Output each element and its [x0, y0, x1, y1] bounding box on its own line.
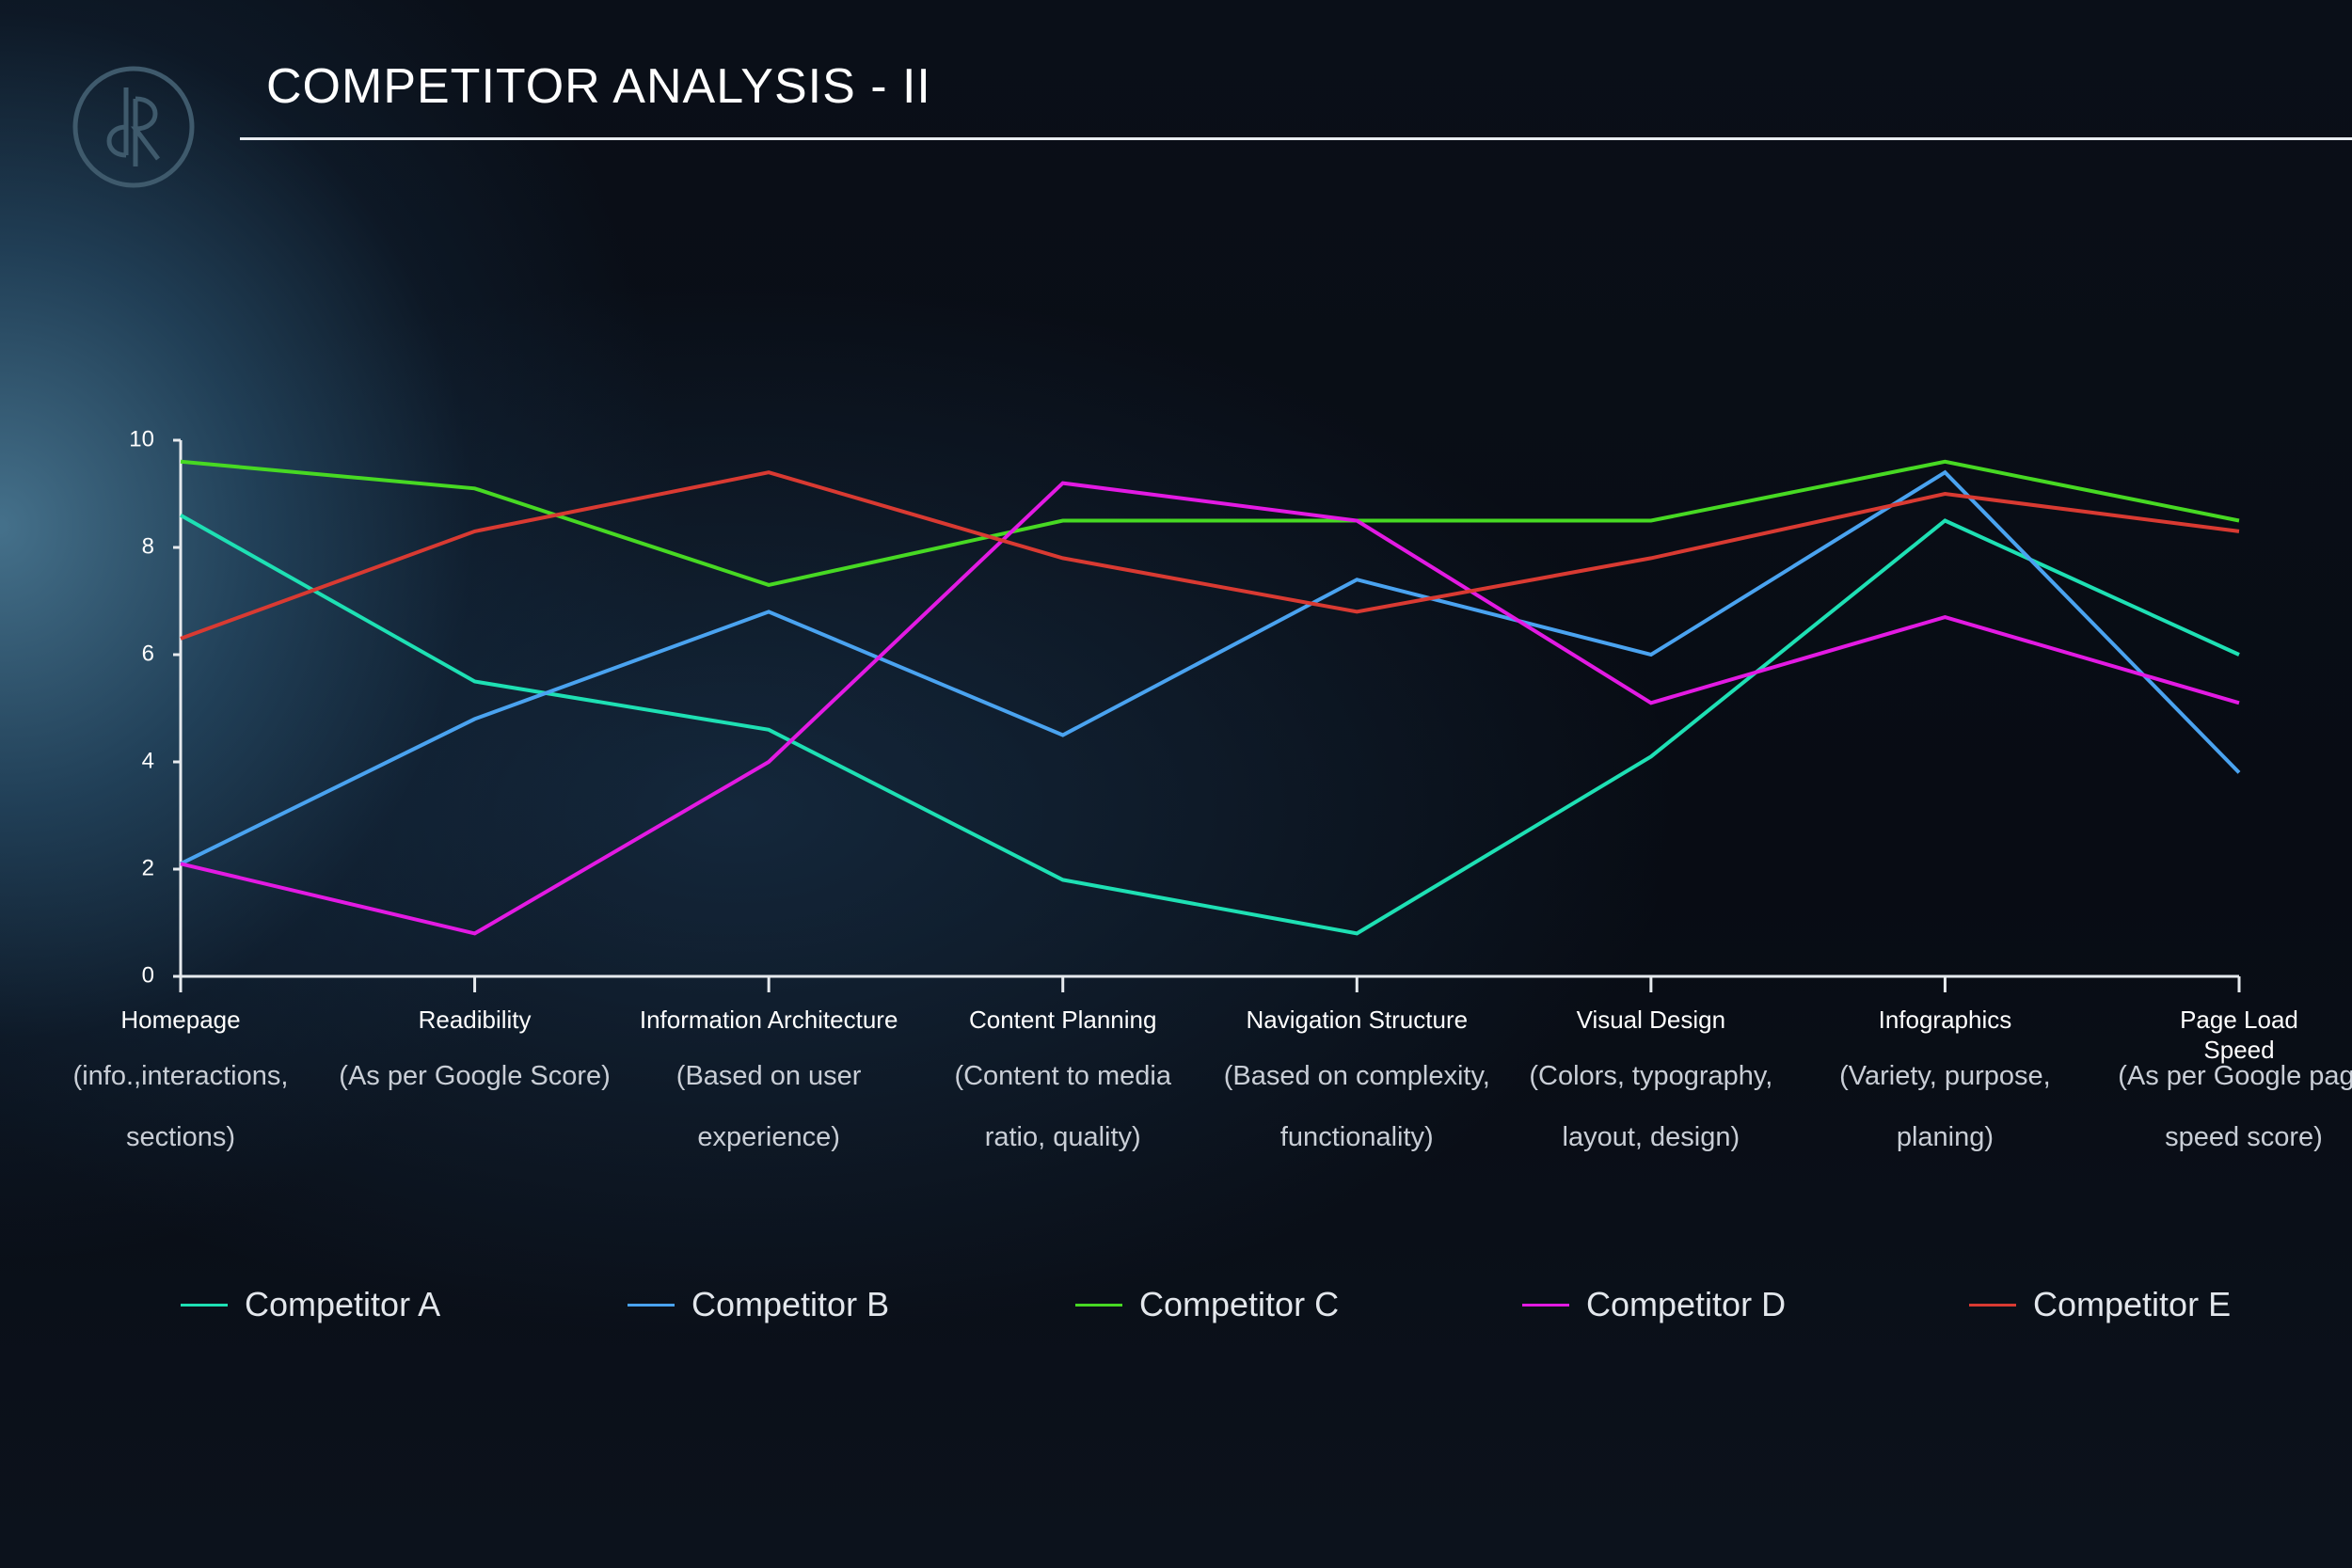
- series-line-competitor-a: [180, 514, 2240, 936]
- legend-swatch: [628, 1303, 675, 1307]
- series-line-competitor-d: [180, 481, 2240, 936]
- x-category-description: (Content to media ratio, quality): [954, 1061, 1171, 1152]
- y-tick-label: 6: [142, 641, 154, 666]
- legend-item: Competitor D: [1522, 1281, 1786, 1328]
- x-category-label: Navigation Structure: [1246, 1006, 1469, 1034]
- x-category: Infographics (Variety, purpose, planing): [1794, 1005, 2095, 1168]
- x-category-label: Visual Design: [1576, 1006, 1726, 1034]
- x-category: Navigation Structure (Based on complexity…: [1206, 1005, 1507, 1168]
- legend-item: Competitor E: [1969, 1281, 2231, 1328]
- x-category-description: (As per Google page speed score): [2118, 1061, 2352, 1152]
- legend-item: Competitor C: [1075, 1281, 1339, 1328]
- x-category-label: Infographics: [1878, 1006, 2012, 1034]
- x-category-label: Page Load Speed: [2180, 1006, 2298, 1064]
- page-title: COMPETITOR ANALYSIS - II: [266, 59, 931, 114]
- x-category: Information Architecture (Based on user e…: [618, 1005, 919, 1168]
- legend-label: Competitor D: [1586, 1285, 1787, 1323]
- title-divider: [240, 137, 2352, 140]
- legend-swatch: [181, 1303, 228, 1307]
- monogram-logo-icon: [72, 66, 195, 188]
- x-category-description: (Colors, typography, layout, design): [1529, 1061, 1773, 1152]
- y-tick-label: 4: [142, 748, 154, 773]
- x-category: Page Load Speed (As per Google page speed…: [2070, 1005, 2352, 1168]
- x-category-description: (Based on complexity, functionality): [1223, 1061, 1490, 1152]
- x-category: Content Planning (Content to media ratio,…: [913, 1005, 1214, 1168]
- x-category: Visual Design (Colors, typography, layout…: [1501, 1005, 1802, 1168]
- x-category-label: Homepage: [120, 1006, 241, 1034]
- x-category: Readibility (As per Google Score): [325, 1005, 626, 1107]
- legend-label: Competitor E: [2033, 1285, 2232, 1323]
- y-tick-label: 8: [142, 533, 154, 559]
- legend-swatch: [1522, 1303, 1569, 1307]
- x-category-description: (info.,interactions, sections): [72, 1061, 289, 1152]
- x-category-description: (Variety, purpose, planing): [1839, 1061, 2051, 1152]
- x-category-label: Readibility: [418, 1006, 532, 1034]
- x-category-label: Information Architecture: [639, 1006, 898, 1034]
- legend-swatch: [1969, 1303, 2016, 1307]
- series-line-competitor-e: [180, 470, 2240, 641]
- legend-label: Competitor B: [691, 1285, 890, 1323]
- legend-item: Competitor B: [628, 1281, 889, 1328]
- legend-label: Competitor A: [245, 1285, 441, 1323]
- series-line-competitor-c: [180, 459, 2240, 587]
- legend-item: Competitor A: [181, 1281, 440, 1328]
- x-category: Homepage (info.,interactions, sections): [30, 1005, 331, 1168]
- y-tick-label: 2: [142, 855, 154, 880]
- y-tick-label: 0: [142, 962, 154, 988]
- legend-swatch: [1075, 1303, 1122, 1307]
- x-category-description: (As per Google Score): [339, 1061, 611, 1091]
- y-tick-label: 10: [129, 426, 154, 451]
- legend-label: Competitor C: [1139, 1285, 1340, 1323]
- x-category-description: (Based on user experience): [675, 1061, 862, 1152]
- x-category-label: Content Planning: [968, 1006, 1157, 1034]
